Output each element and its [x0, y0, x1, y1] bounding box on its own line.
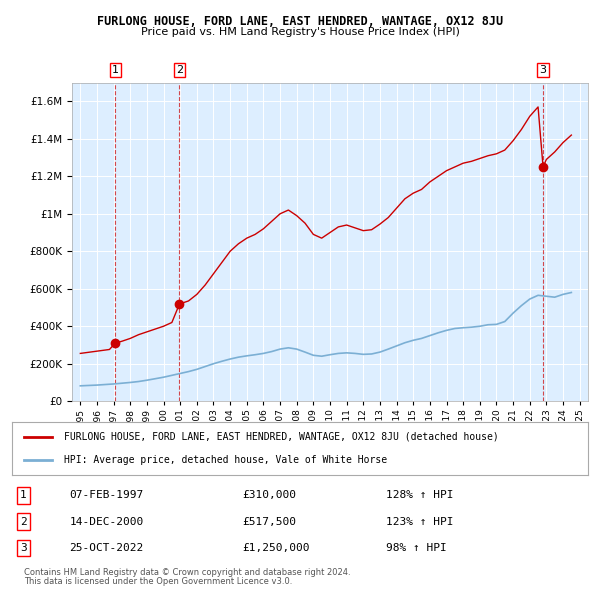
Text: 25-OCT-2022: 25-OCT-2022	[70, 543, 144, 553]
Text: 3: 3	[20, 543, 27, 553]
Text: Contains HM Land Registry data © Crown copyright and database right 2024.: Contains HM Land Registry data © Crown c…	[24, 568, 350, 576]
Text: 123% ↑ HPI: 123% ↑ HPI	[386, 517, 454, 527]
Text: 2: 2	[176, 65, 183, 75]
Text: This data is licensed under the Open Government Licence v3.0.: This data is licensed under the Open Gov…	[24, 577, 292, 586]
Text: £310,000: £310,000	[242, 490, 296, 500]
Text: £517,500: £517,500	[242, 517, 296, 527]
Text: 128% ↑ HPI: 128% ↑ HPI	[386, 490, 454, 500]
Text: FURLONG HOUSE, FORD LANE, EAST HENDRED, WANTAGE, OX12 8JU (detached house): FURLONG HOUSE, FORD LANE, EAST HENDRED, …	[64, 432, 499, 442]
Text: 3: 3	[539, 65, 547, 75]
Text: 1: 1	[112, 65, 119, 75]
Text: 2: 2	[20, 517, 27, 527]
Text: Price paid vs. HM Land Registry's House Price Index (HPI): Price paid vs. HM Land Registry's House …	[140, 27, 460, 37]
Text: HPI: Average price, detached house, Vale of White Horse: HPI: Average price, detached house, Vale…	[64, 455, 387, 465]
Text: 1: 1	[20, 490, 27, 500]
Text: 07-FEB-1997: 07-FEB-1997	[70, 490, 144, 500]
Text: 98% ↑ HPI: 98% ↑ HPI	[386, 543, 447, 553]
Text: FURLONG HOUSE, FORD LANE, EAST HENDRED, WANTAGE, OX12 8JU: FURLONG HOUSE, FORD LANE, EAST HENDRED, …	[97, 15, 503, 28]
Text: £1,250,000: £1,250,000	[242, 543, 310, 553]
Text: 14-DEC-2000: 14-DEC-2000	[70, 517, 144, 527]
